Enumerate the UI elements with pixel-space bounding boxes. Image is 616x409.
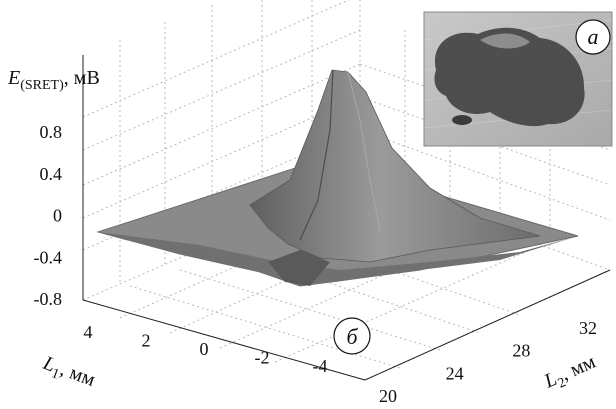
surface-dip — [268, 250, 330, 286]
surface-ridge — [299, 69, 334, 241]
panel-label-b: б — [333, 317, 371, 355]
y-tick-label: 28 — [512, 341, 530, 361]
surface-peak — [249, 69, 541, 263]
surface-ridge — [347, 71, 381, 231]
x-tick-label: 4 — [84, 322, 93, 342]
z-tick-label: 0 — [53, 206, 62, 226]
y-ticks: 20 24 28 32 — [379, 318, 597, 406]
z-tick-label: -0.4 — [34, 247, 63, 267]
z-tick-label: 0.4 — [40, 164, 63, 184]
panel-label-a: a — [575, 19, 611, 55]
panel-label-a-text: a — [588, 24, 599, 49]
y-tick-label: 20 — [379, 386, 397, 406]
x-tick-label: 0 — [200, 339, 209, 359]
sample-fragment — [452, 115, 472, 125]
z-axis-title: E(SRET), мВ — [7, 67, 100, 93]
inset-photo: a — [423, 11, 613, 147]
z-tick-label: 0.8 — [40, 122, 63, 142]
y-tick-label: 32 — [579, 318, 597, 338]
x-tick-label: -4 — [313, 356, 328, 376]
y-axis-title: L2, мм — [540, 351, 601, 397]
panel-label-b-text: б — [346, 324, 358, 349]
y-axis — [364, 269, 611, 381]
y-tick-label: 24 — [446, 363, 464, 383]
sample-highlight — [480, 33, 530, 49]
x-axis-title: L1, мм — [38, 352, 98, 395]
surface — [96, 69, 579, 287]
surface-front — [98, 232, 578, 286]
x-axis — [82, 299, 366, 381]
z-tick-label: -0.8 — [34, 289, 63, 309]
sample-blob — [434, 27, 585, 127]
z-ticks: 0.8 0.4 0 -0.4 -0.8 — [34, 122, 63, 309]
x-ticks: 4 2 0 -2 -4 — [84, 322, 328, 376]
x-tick-label: 2 — [142, 331, 151, 351]
x-tick-label: -2 — [255, 348, 270, 368]
